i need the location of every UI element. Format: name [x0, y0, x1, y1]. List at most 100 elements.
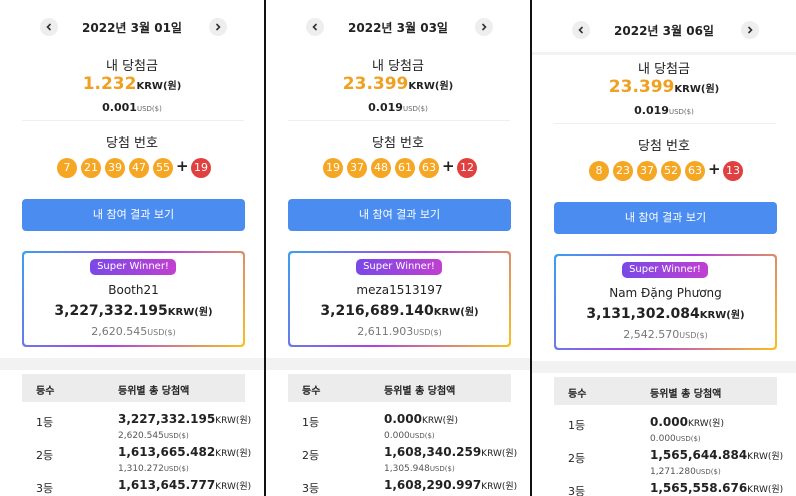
amount-header: 등위별 총 당첨액	[384, 386, 456, 397]
row-krw-line: 0.000KRW(원)	[650, 411, 724, 430]
prev-button[interactable]	[572, 21, 590, 39]
krw-unit: KRW(원)	[481, 482, 518, 492]
number-ball: 21	[81, 158, 101, 178]
super-winner-badge: Super Winner!	[356, 259, 442, 275]
result-button[interactable]: 내 참여 결과 보기	[288, 199, 511, 231]
row-usd: 0.000	[650, 434, 676, 444]
row-usd-line: 1,305.908USD($)	[384, 489, 455, 496]
row-krw: 1,613,645.777	[118, 478, 216, 492]
number-ball: 8	[589, 161, 609, 181]
row-usd: 1,305.948	[384, 464, 430, 474]
prize-usd-line: 0.019USD($)	[266, 96, 530, 115]
winner-usd: 2,620.545	[91, 325, 148, 338]
row-usd-line: 0.000USD($)	[650, 426, 701, 445]
result-section: 내 당첨금 1.232KRW(원) 0.001USD($) 당첨 번호 7 21 39 47 5…	[0, 52, 264, 358]
prize-krw-line: 23.399KRW(원)	[532, 77, 796, 97]
rank: 1등	[302, 416, 320, 429]
prize-krw-line: 23.399KRW(원)	[266, 74, 530, 94]
amount-header: 등위별 총 당첨액	[650, 389, 722, 400]
row-krw: 0.000	[650, 415, 688, 429]
krw-unit: KRW(원)	[433, 307, 479, 318]
row-usd-line: 0.000USD($)	[384, 423, 435, 442]
number-ball: 37	[347, 158, 367, 178]
winner-card: Super Winner! Nam Đặng Phương 3,131,302.08…	[554, 254, 777, 350]
next-button[interactable]	[209, 18, 227, 36]
winner-usd: 2,611.903	[357, 325, 414, 338]
krw-unit: KRW(원)	[674, 84, 720, 95]
amount-header: 등위별 총 당첨액	[118, 386, 190, 397]
rank: 2등	[36, 449, 54, 462]
row-usd: 2,620.545	[118, 431, 164, 441]
prize-usd: 0.019	[634, 104, 669, 117]
number-ball: 47	[129, 158, 149, 178]
prize-table: 등수 등위별 총 당첨액 1등 0.000KRW(원) 0.000USD($) 2등 1,6…	[266, 370, 530, 496]
prev-button[interactable]	[306, 18, 324, 36]
row-krw-line: 1,613,645.777KRW(원)	[118, 474, 251, 493]
krw-unit: KRW(원)	[421, 416, 458, 426]
rank: 1등	[36, 416, 54, 429]
prize-table: 등수 등위별 총 당첨액 1등 0.000KRW(원) 0.000USD($) 2등 1,5…	[532, 373, 796, 496]
result-section: 내 당첨금 23.399KRW(원) 0.019USD($) 당첨 번호 19 37 48 6…	[266, 52, 530, 358]
winner-card-inner: Super Winner! meza1513197 3,216,689.140KRW…	[290, 253, 509, 345]
date: 2022년 3월 06일	[614, 24, 714, 38]
winner-krw: 3,227,332.195	[54, 303, 168, 319]
winner-krw-line: 3,227,332.195KRW(원)	[24, 300, 243, 319]
date-header: 2022년 3월 06일	[532, 0, 796, 52]
krw-unit: KRW(원)	[747, 485, 784, 495]
usd-unit: USD($)	[136, 105, 162, 113]
row-krw-line: 1,565,558.676KRW(원)	[650, 477, 783, 496]
row-krw: 1,613,665.482	[118, 445, 216, 459]
number-ball: 52	[661, 161, 681, 181]
bonus-ball: 13	[723, 161, 743, 181]
usd-unit: USD($)	[163, 432, 189, 440]
my-prize-label: 내 당첨금	[638, 62, 690, 77]
divider	[288, 120, 510, 121]
date-header: 2022년 3월 01일	[0, 0, 264, 52]
prev-button[interactable]	[40, 18, 58, 36]
table-header: 등수 등위별 총 당첨액	[288, 374, 511, 402]
number-ball: 23	[613, 161, 633, 181]
rank-header: 등수	[36, 386, 55, 397]
result-section: 내 당첨금 23.399KRW(원) 0.019USD($) 당첨 번호 8 23 37 52…	[532, 55, 796, 361]
krw-unit: KRW(원)	[136, 81, 182, 92]
plus-sign: +	[442, 157, 455, 175]
number-ball: 19	[323, 158, 343, 178]
row-usd-line: 1,305.948USD($)	[384, 456, 455, 475]
result-button[interactable]: 내 참여 결과 보기	[554, 202, 777, 234]
row-usd-line: 2,620.545USD($)	[118, 423, 189, 442]
next-button[interactable]	[475, 18, 493, 36]
winner-card-inner: Super Winner! Nam Đặng Phương 3,131,302.08…	[556, 256, 775, 348]
row-krw: 1,608,290.997	[384, 478, 482, 492]
usd-unit: USD($)	[163, 465, 189, 473]
my-prize-label: 내 당첨금	[372, 59, 424, 74]
prize-usd-line: 0.019USD($)	[532, 99, 796, 118]
winner-krw-line: 3,216,689.140KRW(원)	[290, 300, 509, 319]
super-winner-badge: Super Winner!	[622, 262, 708, 278]
table-header: 등수 등위별 총 당첨액	[554, 377, 777, 405]
winner-krw: 3,216,689.140	[320, 303, 434, 319]
divider	[554, 123, 776, 124]
krw-unit: KRW(원)	[699, 310, 745, 321]
next-button[interactable]	[741, 21, 759, 39]
row-krw: 1,608,340.259	[384, 445, 482, 459]
rank: 3등	[302, 482, 320, 495]
row-krw-line: 1,608,290.997KRW(원)	[384, 474, 517, 493]
row-krw: 3,227,332.195	[118, 412, 216, 426]
row-usd-line: 1,310.272USD($)	[118, 456, 189, 475]
winner-card-inner: Super Winner! Booth21 3,227,332.195KRW(원) 2…	[24, 253, 243, 345]
row-usd-line: 1,310.256USD($)	[118, 489, 189, 496]
row-krw-line: 0.000KRW(원)	[384, 408, 458, 427]
result-button[interactable]: 내 참여 결과 보기	[22, 199, 245, 231]
rank: 2등	[568, 452, 586, 465]
plus-sign: +	[708, 160, 721, 178]
row-krw: 1,565,644.884	[650, 448, 748, 462]
rank: 3등	[36, 482, 54, 495]
winning-numbers-label: 당첨 번호	[638, 139, 690, 154]
row-krw: 1,565,558.676	[650, 481, 748, 495]
winner-card: Super Winner! Booth21 3,227,332.195KRW(원) 2…	[22, 251, 245, 347]
prize-krw-line: 1.232KRW(원)	[0, 74, 264, 94]
number-ball: 39	[105, 158, 125, 178]
number-ball: 63	[419, 158, 439, 178]
row-usd: 0.000	[384, 431, 410, 441]
